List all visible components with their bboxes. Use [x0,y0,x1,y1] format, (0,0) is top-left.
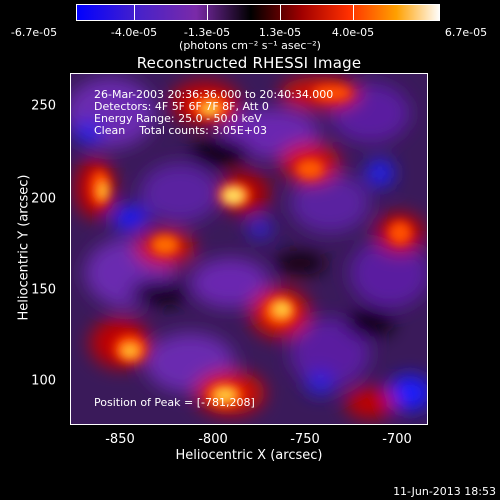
clean-counts-text: Clean Total counts: 3.05E+03 [94,124,268,137]
colorbar-tick-label: -6.7e-05 [10,26,58,39]
colorbar-tick [134,4,135,21]
colorbar-tick [280,4,281,21]
colorbar-tick [353,4,354,21]
colorbar [76,4,440,21]
energy-range-text: Energy Range: 25.0 - 50.0 keV [94,112,262,125]
colorbar-tick-label: 6.7e-05 [444,26,488,39]
rhessi-image [70,73,428,425]
y-tick-label: 250 [31,98,56,114]
colorbar-units-label: (photons cm⁻² s⁻¹ asec⁻²) [179,39,321,52]
colorbar-tick-label: -1.3e-05 [183,26,231,39]
time-range-text: 26-Mar-2003 20:36:36.000 to 20:40:34.000 [94,88,334,101]
x-tick-label: -800 [198,432,228,447]
timestamp: 11-Jun-2013 18:53 [393,485,496,498]
y-tick-label: 200 [31,191,56,207]
x-tick-label: -750 [290,432,320,447]
image-title: Reconstructed RHESSI Image [136,54,362,72]
colorbar-tick-label: 1.3e-05 [258,26,302,39]
colorbar-frame [76,4,440,21]
colorbar-tick-label: 4.0e-05 [331,26,375,39]
y-tick-label: 100 [31,373,56,389]
detectors-text: Detectors: 4F 5F 6F 7F 8F, Att 0 [94,100,269,113]
colorbar-tick [207,4,208,21]
y-axis-label: Heliocentric Y (arcsec) [16,174,32,321]
colorbar-tick-label: -4.0e-05 [110,26,158,39]
x-tick-label: -850 [105,432,135,447]
y-tick-label: 150 [31,282,56,298]
x-tick-label: -700 [382,432,412,447]
x-axis-label: Heliocentric X (arcsec) [175,448,323,463]
peak-position-text: Position of Peak = [-781,208] [94,396,255,409]
